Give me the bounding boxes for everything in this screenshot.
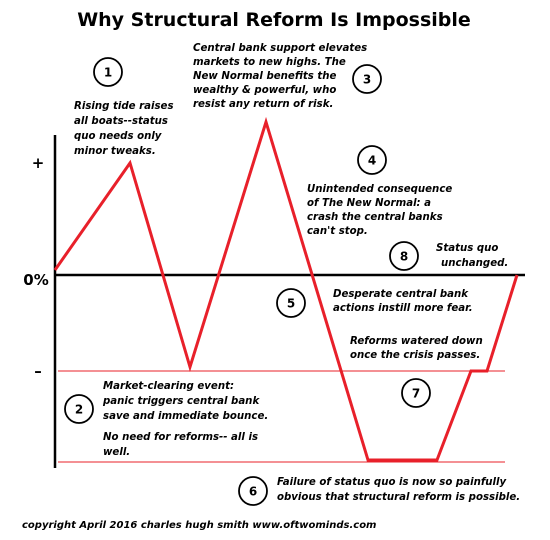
annotation-1: 1 Rising tide raises all boats--status q… <box>74 57 177 157</box>
annotation-1-line: quo needs only <box>74 131 162 142</box>
annotation-5: 5 Desperate central bank actions instill… <box>276 288 473 318</box>
annotation-4-line: crash the central banks <box>307 212 443 223</box>
annotation-6-text: Failure of status quo is now so painfull… <box>277 477 520 503</box>
badge-6-circle <box>238 476 268 506</box>
annotation-8-line: unchanged. <box>441 258 508 269</box>
annotation-6: 6 Failure of status quo is now so painfu… <box>238 476 520 506</box>
badge-4-circle <box>357 145 387 175</box>
annotation-6-line: Failure of status quo is now so painfull… <box>277 477 506 488</box>
annotation-3-line: New Normal benefits the <box>193 71 336 82</box>
annotation-2-line: Market-clearing event: <box>103 381 234 392</box>
badge-3-circle <box>352 64 382 94</box>
annotation-4: 4 Unintended consequence of The New Norm… <box>307 145 456 237</box>
badge-7-number: 7 <box>412 387 420 401</box>
annotation-3-line: wealthy & powerful, who <box>193 85 336 96</box>
annotation-3-line: Central bank support elevates <box>193 43 367 54</box>
annotation-6-line: obvious that structural reform is possib… <box>277 492 520 503</box>
annotation-5-line: actions instill more fear. <box>333 303 473 314</box>
annotation-4-line: Unintended consequence <box>307 184 452 195</box>
badge-3-number: 3 <box>363 73 371 87</box>
annotation-2-line: No need for reforms-- all is <box>103 432 258 443</box>
badge-7-circle <box>401 378 431 408</box>
annotation-8-line: Status quo <box>436 243 498 254</box>
annotation-3: 3 Central bank support elevates markets … <box>193 43 382 110</box>
annotation-4-line: of The New Normal: a <box>307 198 431 209</box>
badge-5-number: 5 <box>287 297 295 311</box>
axis-label-plus: + <box>32 154 45 172</box>
badge-1-circle <box>93 57 123 87</box>
annotation-7-line: once the crisis passes. <box>350 350 480 361</box>
annotation-4-text: Unintended consequence of The New Normal… <box>307 184 456 237</box>
annotation-3-line: resist any return of risk. <box>193 99 333 110</box>
badge-2-number: 2 <box>75 403 83 417</box>
annotation-1-line: all boats--status <box>74 116 168 127</box>
diagram-title: Why Structural Reform Is Impossible <box>77 9 471 31</box>
axis-label-zero: 0% <box>23 271 48 289</box>
annotation-8: 8 Status quo unchanged. <box>389 241 508 271</box>
annotation-2: 2 Market-clearing event: panic triggers … <box>64 381 272 458</box>
badge-5-circle <box>276 288 306 318</box>
annotation-2-line: well. <box>103 447 130 458</box>
annotation-2-line: save and immediate bounce. <box>103 411 268 422</box>
annotation-7: 7 Reforms watered down once the crisis p… <box>350 336 486 408</box>
annotation-5-text: Desperate central bank actions instill m… <box>333 289 473 314</box>
annotation-2-text: Market-clearing event: panic triggers ce… <box>102 381 272 458</box>
copyright-footer: copyright April 2016 charles hugh smith … <box>22 520 376 531</box>
annotation-7-line: Reforms watered down <box>350 336 483 347</box>
annotation-7-text: Reforms watered down once the crisis pas… <box>350 336 486 361</box>
annotation-3-text: Central bank support elevates markets to… <box>193 43 371 110</box>
annotation-8-text: Status quo unchanged. <box>436 243 508 269</box>
badge-8-number: 8 <box>400 250 408 264</box>
annotation-3-line: markets to new highs. The <box>193 57 346 68</box>
axis-label-minus: – <box>34 362 42 380</box>
badge-1-number: 1 <box>104 66 112 80</box>
reform-cycle-line <box>53 116 519 462</box>
badge-6-number: 6 <box>249 485 257 499</box>
annotation-2-line: panic triggers central bank <box>102 396 260 407</box>
annotation-1-line: Rising tide raises <box>74 101 174 112</box>
badge-4-number: 4 <box>368 154 376 168</box>
badge-2-circle <box>64 394 94 424</box>
badge-8-circle <box>389 241 419 271</box>
annotation-5-line: Desperate central bank <box>333 289 469 300</box>
annotation-1-line: minor tweaks. <box>74 146 156 157</box>
annotation-1-text: Rising tide raises all boats--status quo… <box>74 101 177 157</box>
annotation-4-line: can't stop. <box>307 226 368 237</box>
